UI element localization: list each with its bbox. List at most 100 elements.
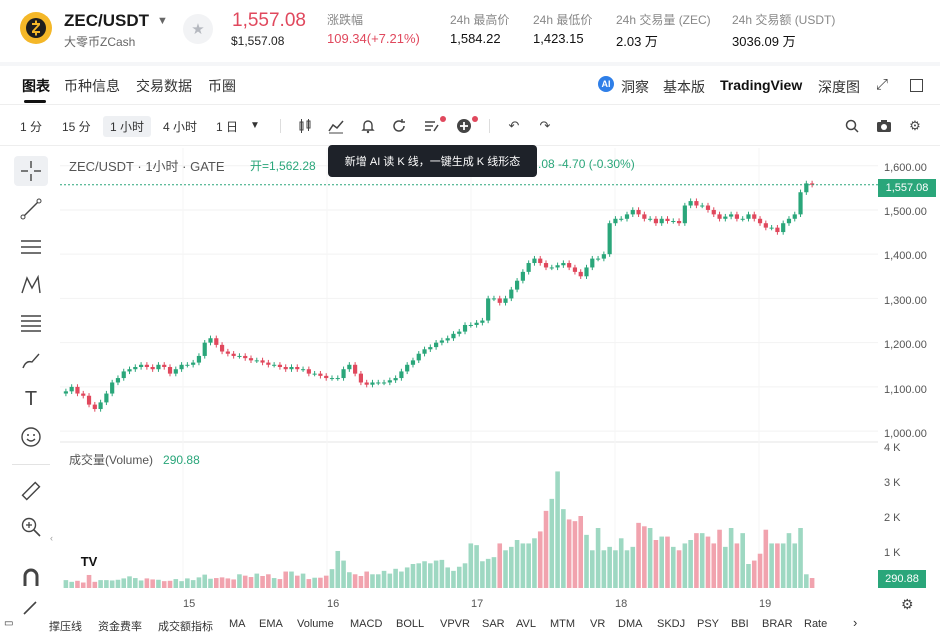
candle xyxy=(370,382,375,385)
tab-coin-info[interactable]: 币种信息 xyxy=(64,78,120,94)
indicator-item[interactable]: VR xyxy=(590,618,606,630)
candle xyxy=(723,216,728,219)
ruler-icon[interactable] xyxy=(14,476,48,506)
indicator-item[interactable]: MTM xyxy=(550,618,576,630)
pattern-icon[interactable] xyxy=(14,270,48,300)
x-tick: 16 xyxy=(327,598,340,610)
indicator-item[interactable]: EMA xyxy=(259,618,283,630)
volume-bar xyxy=(775,543,780,588)
settings-gear-icon[interactable]: ⚙ xyxy=(901,596,914,612)
insight-tab[interactable]: 洞察 xyxy=(621,79,649,95)
y-tick: 1,600.00 xyxy=(884,162,927,174)
text-tool-icon[interactable]: T xyxy=(24,387,38,410)
chevron-down-icon[interactable]: ▼ xyxy=(250,120,260,131)
indicator-item[interactable]: MA xyxy=(229,618,246,630)
tab-community[interactable]: 币圈 xyxy=(208,78,236,94)
indicator-item[interactable]: BRAR xyxy=(762,618,793,630)
timeframe-1h[interactable]: 1 小时 xyxy=(103,116,152,137)
indicator-item[interactable]: DMA xyxy=(618,618,643,630)
indicator-item[interactable]: MACD xyxy=(350,618,383,630)
horizontal-lines-icon[interactable] xyxy=(14,232,48,262)
fibonacci-icon[interactable] xyxy=(14,308,48,338)
gear-icon[interactable]: ⚙ xyxy=(909,118,921,133)
chevron-right-icon[interactable]: › xyxy=(853,615,858,630)
tab-chart[interactable]: 图表 xyxy=(22,78,50,94)
depth-tab[interactable]: 深度图 xyxy=(818,79,860,95)
expand-icon[interactable]: ⤢ xyxy=(876,76,889,93)
replay-icon[interactable] xyxy=(390,117,408,135)
volume-label: 24h 交易量 (ZEC) xyxy=(616,13,711,27)
indicator-item[interactable]: BOLL xyxy=(396,618,425,630)
volume-bar xyxy=(549,498,555,588)
volume-bar xyxy=(347,572,352,588)
basic-tab[interactable]: 基本版 xyxy=(663,79,705,95)
candle-type-icon[interactable] xyxy=(296,117,314,135)
indicator-item[interactable]: 资金费率 xyxy=(98,621,142,633)
volume-bar xyxy=(607,546,612,588)
indicator-item[interactable]: SKDJ xyxy=(657,618,686,630)
volume-bar xyxy=(150,579,155,588)
alert-bell-icon[interactable] xyxy=(359,117,377,135)
indicator-item[interactable]: BBI xyxy=(731,618,749,630)
brush-icon[interactable] xyxy=(14,346,48,376)
indicator-item[interactable]: 撑压线 xyxy=(49,621,82,633)
chevron-down-icon[interactable]: ▼ xyxy=(157,15,168,27)
add-indicator-icon[interactable] xyxy=(455,117,473,135)
indicator-item[interactable]: SAR xyxy=(482,618,505,630)
crosshair-icon[interactable] xyxy=(14,156,48,186)
candle xyxy=(451,333,456,339)
volume-bar xyxy=(659,536,664,588)
trend-line-icon[interactable] xyxy=(14,194,48,224)
symbol-title[interactable]: ZEC/USDT xyxy=(64,11,149,30)
candle xyxy=(648,218,653,220)
tradingview-tab[interactable]: TradingView xyxy=(720,77,803,93)
magnet-icon[interactable] xyxy=(14,562,48,592)
indicator-item[interactable]: Rate xyxy=(804,618,828,630)
volume-bar xyxy=(636,522,641,588)
window-icon[interactable] xyxy=(910,79,923,92)
candle xyxy=(115,378,121,383)
volume-bar xyxy=(98,580,103,588)
emoji-icon[interactable] xyxy=(14,422,48,452)
timeframe-1d[interactable]: 1 日 xyxy=(216,120,239,134)
indicator-item[interactable]: PSY xyxy=(697,618,720,630)
candle xyxy=(503,298,508,303)
candle xyxy=(272,364,277,366)
volume-bar xyxy=(746,564,751,588)
volume-bar xyxy=(618,538,624,588)
volume-bar xyxy=(219,577,225,588)
volume-bar xyxy=(792,543,798,588)
collapse-arrow-icon[interactable]: ‹ xyxy=(50,533,53,543)
candlestick-chart[interactable] xyxy=(60,148,878,588)
separator xyxy=(280,119,281,133)
tab-trade-data[interactable]: 交易数据 xyxy=(136,78,192,94)
redo-icon[interactable]: ↷ xyxy=(539,118,551,133)
search-icon[interactable] xyxy=(843,117,861,135)
ai-pattern-icon[interactable] xyxy=(423,117,441,135)
indicator-item[interactable]: VPVR xyxy=(440,618,470,630)
candle xyxy=(179,364,184,370)
volume-bar xyxy=(190,580,196,588)
camera-icon[interactable] xyxy=(875,117,893,135)
indicator-icon[interactable] xyxy=(327,117,345,135)
indicator-item[interactable]: 成交额指标 xyxy=(158,621,213,633)
zoom-in-icon[interactable] xyxy=(14,512,48,542)
volume-bar xyxy=(763,529,769,588)
candle xyxy=(688,201,693,206)
timeframe-15m[interactable]: 15 分 xyxy=(62,120,91,134)
indicator-bar: ▭ 撑压线 资金费率 成交额指标 MA EMA Volume MACD BOLL… xyxy=(0,614,940,635)
undo-icon[interactable]: ↶ xyxy=(508,118,520,133)
timeframe-1m[interactable]: 1 分 xyxy=(20,120,43,134)
volume-bar xyxy=(266,574,271,588)
candle xyxy=(335,378,340,380)
lock-draw-icon[interactable] xyxy=(14,598,48,618)
timeframe-4h[interactable]: 4 小时 xyxy=(163,120,198,134)
y-tick: 1,500.00 xyxy=(884,206,927,218)
indicator-item[interactable]: AVL xyxy=(516,618,536,630)
candle xyxy=(572,267,578,272)
candle xyxy=(225,351,230,354)
layers-icon[interactable]: ▭ xyxy=(4,618,14,629)
volume-bar xyxy=(127,576,132,588)
indicator-item[interactable]: Volume xyxy=(297,618,334,630)
favorite-star-icon[interactable]: ★ xyxy=(183,14,213,44)
